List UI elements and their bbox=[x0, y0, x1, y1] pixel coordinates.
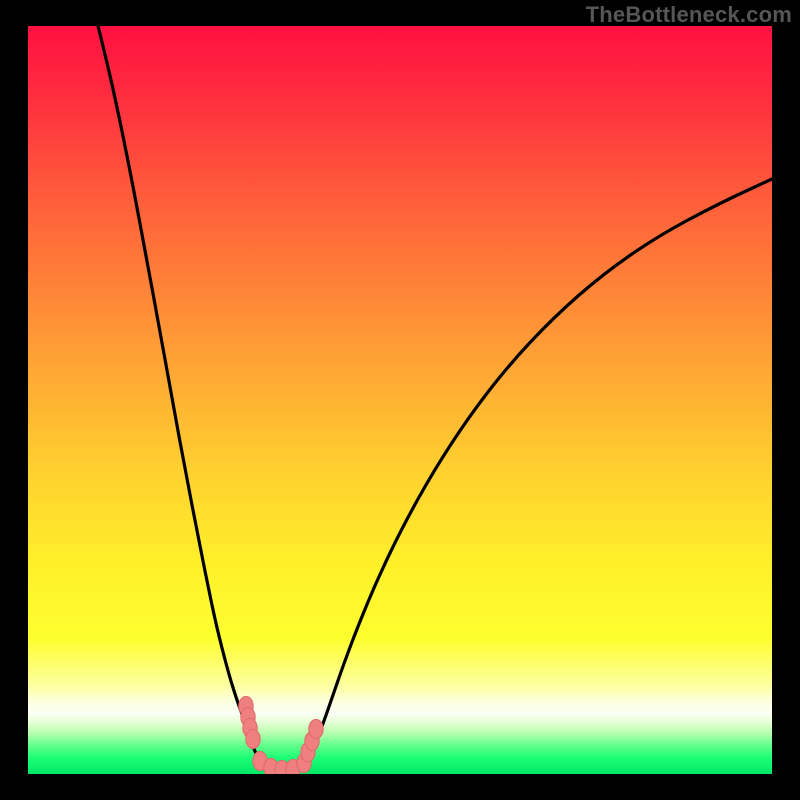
marker-dot bbox=[246, 729, 260, 748]
chart-svg bbox=[28, 26, 772, 774]
marker-dot bbox=[309, 719, 323, 738]
plot-area bbox=[28, 26, 772, 774]
watermark-text: TheBottleneck.com bbox=[586, 2, 792, 28]
gradient-background bbox=[28, 26, 772, 774]
